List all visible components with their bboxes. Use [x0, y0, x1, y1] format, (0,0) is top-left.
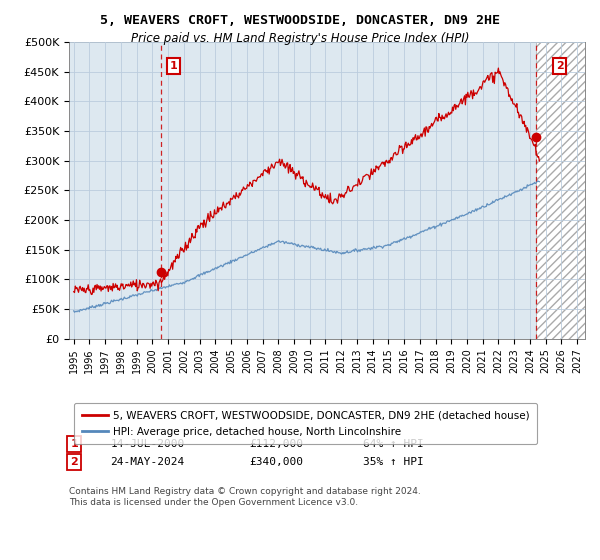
Text: 1: 1: [70, 439, 78, 449]
Text: 2: 2: [556, 60, 563, 71]
Text: 1: 1: [170, 60, 178, 71]
Text: 14-JUL-2000: 14-JUL-2000: [110, 439, 185, 449]
Text: Contains HM Land Registry data © Crown copyright and database right 2024.
This d: Contains HM Land Registry data © Crown c…: [69, 487, 421, 507]
Text: 35% ↑ HPI: 35% ↑ HPI: [363, 457, 424, 467]
Legend: 5, WEAVERS CROFT, WESTWOODSIDE, DONCASTER, DN9 2HE (detached house), HPI: Averag: 5, WEAVERS CROFT, WESTWOODSIDE, DONCASTE…: [74, 403, 536, 444]
Text: 24-MAY-2024: 24-MAY-2024: [110, 457, 185, 467]
Text: Price paid vs. HM Land Registry's House Price Index (HPI): Price paid vs. HM Land Registry's House …: [131, 32, 469, 45]
Text: 5, WEAVERS CROFT, WESTWOODSIDE, DONCASTER, DN9 2HE: 5, WEAVERS CROFT, WESTWOODSIDE, DONCASTE…: [100, 14, 500, 27]
Text: 64% ↑ HPI: 64% ↑ HPI: [363, 439, 424, 449]
Text: £112,000: £112,000: [250, 439, 304, 449]
Bar: [536, 42, 585, 339]
Text: £340,000: £340,000: [250, 457, 304, 467]
Text: 2: 2: [70, 457, 78, 467]
